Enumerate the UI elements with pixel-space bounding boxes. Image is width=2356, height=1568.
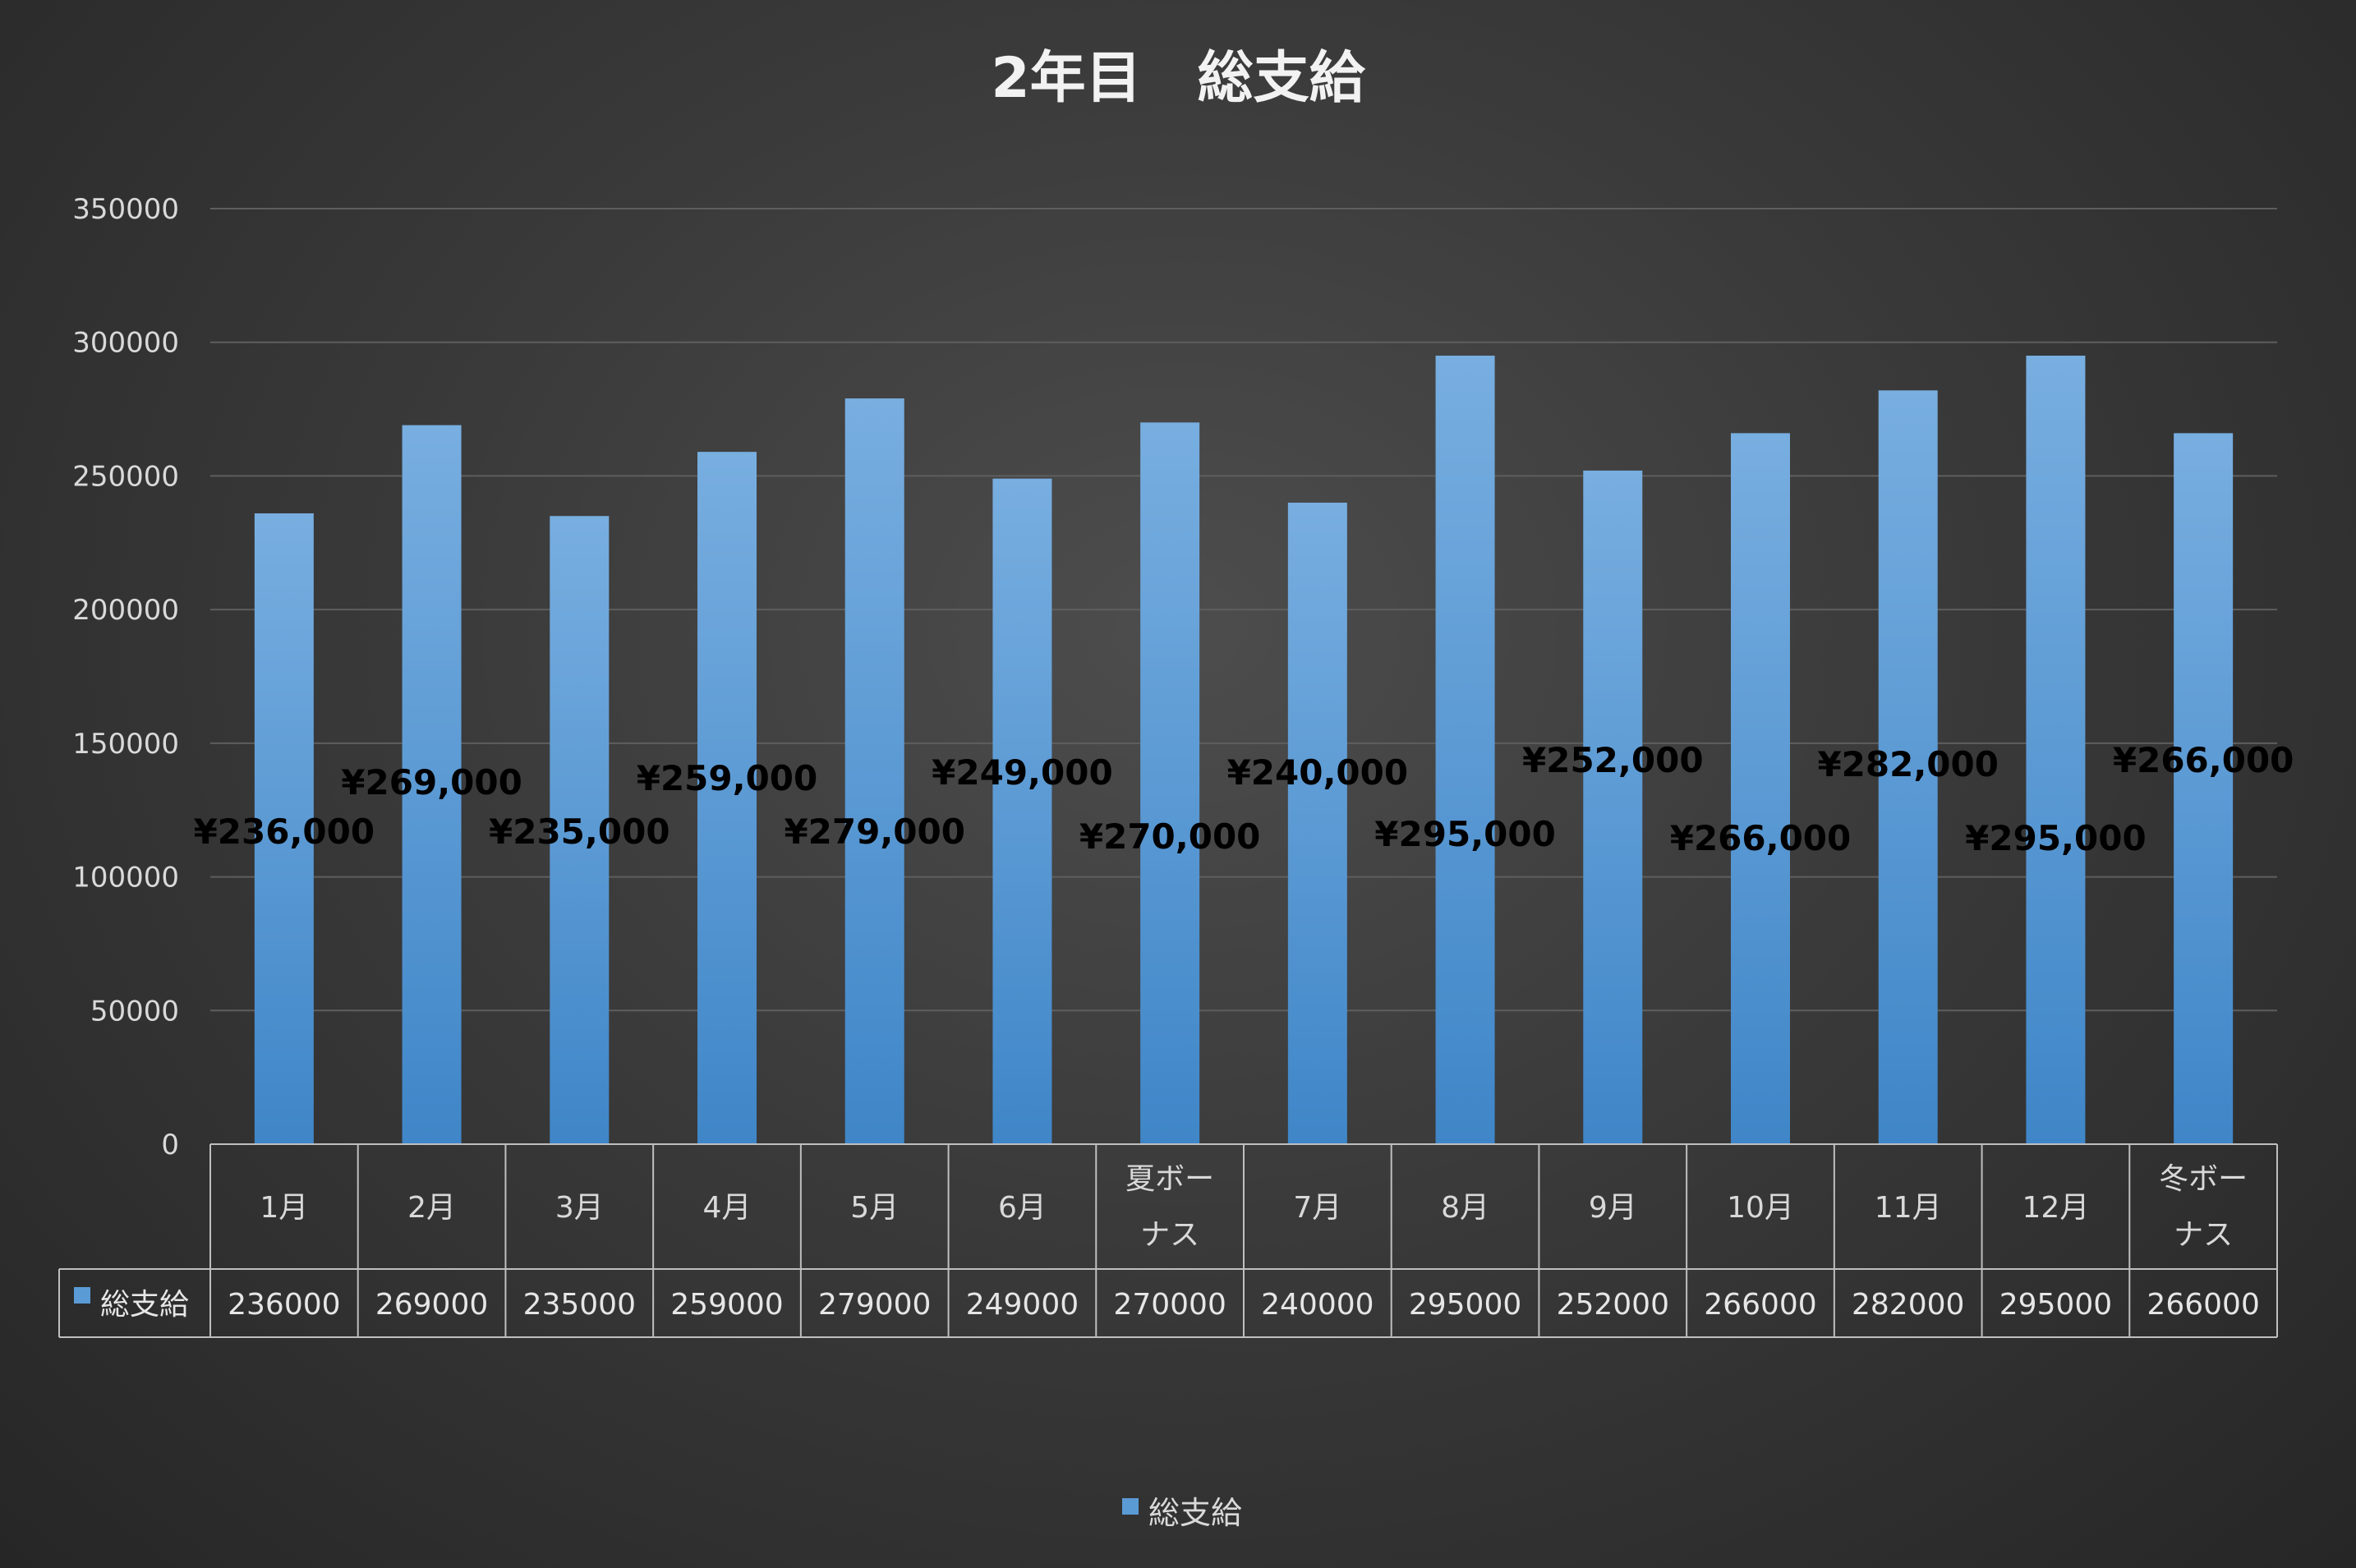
bar [550, 516, 610, 1144]
y-tick-label: 50000 [90, 995, 179, 1028]
table-value: 279000 [818, 1288, 931, 1322]
y-tick-label: 150000 [72, 728, 179, 761]
series-key-swatch [74, 1287, 90, 1304]
y-tick-label: 100000 [72, 862, 179, 894]
category-label: ナス [1140, 1218, 1199, 1252]
table-value: 266000 [2147, 1288, 2259, 1322]
category-label: 10月 [1727, 1191, 1794, 1225]
data-label: ¥269,000 [341, 762, 522, 802]
bar [992, 478, 1052, 1144]
table-value: 295000 [1409, 1288, 1521, 1322]
data-label: ¥266,000 [2113, 740, 2294, 780]
bar [2026, 355, 2086, 1144]
category-label: 7月 [1293, 1191, 1341, 1225]
legend-swatch [1122, 1498, 1139, 1515]
bar [1287, 502, 1347, 1144]
bar [2174, 433, 2234, 1144]
category-label: 12月 [2022, 1191, 2090, 1225]
category-label: 3月 [555, 1191, 604, 1225]
table-value: 236000 [228, 1288, 340, 1322]
data-label: ¥252,000 [1522, 740, 1704, 780]
table-value: 240000 [1261, 1288, 1374, 1322]
data-label: ¥270,000 [1079, 816, 1261, 857]
category-label: ナス [2174, 1218, 2233, 1252]
table-value: 269000 [375, 1288, 488, 1322]
data-label: ¥295,000 [1374, 814, 1556, 854]
bar [1435, 355, 1495, 1144]
category-label: 9月 [1589, 1191, 1637, 1225]
category-label: 8月 [1441, 1191, 1489, 1225]
table-series-name: 総支給 [100, 1288, 189, 1322]
table-value: 270000 [1113, 1288, 1226, 1322]
chart-title: 2年目 総支給 [991, 46, 1365, 111]
bar [254, 513, 314, 1144]
category-label: 5月 [850, 1191, 899, 1225]
category-label: 冬ボー [2159, 1162, 2248, 1196]
y-tick-label: 0 [161, 1129, 179, 1161]
data-label: ¥266,000 [1670, 818, 1852, 858]
bar [1878, 390, 1938, 1144]
data-label: ¥295,000 [1965, 818, 2147, 858]
bar [844, 398, 904, 1144]
y-tick-label: 350000 [72, 193, 179, 226]
bar [1140, 422, 1200, 1144]
bar [1731, 433, 1790, 1144]
bar [697, 452, 757, 1144]
category-label: 4月 [703, 1191, 752, 1225]
legend-label: 総支給 [1148, 1495, 1242, 1531]
bar [402, 425, 462, 1144]
y-tick-label: 200000 [72, 594, 179, 627]
table-value: 252000 [1557, 1288, 1669, 1322]
data-label: ¥235,000 [489, 812, 670, 852]
table-value: 259000 [670, 1288, 783, 1322]
y-tick-label: 250000 [72, 460, 179, 493]
category-label: 1月 [260, 1191, 308, 1225]
y-tick-label: 300000 [72, 327, 179, 360]
data-label: ¥236,000 [194, 812, 375, 852]
category-label: 11月 [1875, 1191, 1942, 1225]
data-label: ¥240,000 [1227, 752, 1409, 793]
category-label: 2月 [407, 1191, 456, 1225]
category-label: 夏ボー [1125, 1162, 1214, 1196]
table-value: 235000 [523, 1288, 636, 1322]
data-label: ¥282,000 [1817, 744, 1999, 784]
table-value: 295000 [1999, 1288, 2112, 1322]
table-value: 249000 [966, 1288, 1079, 1322]
data-label: ¥249,000 [932, 752, 1113, 793]
table-value: 282000 [1852, 1288, 1964, 1322]
data-label: ¥279,000 [784, 812, 965, 852]
bar [1583, 470, 1643, 1144]
data-label: ¥259,000 [637, 758, 818, 798]
table-value: 266000 [1704, 1288, 1816, 1322]
category-label: 6月 [998, 1191, 1047, 1225]
